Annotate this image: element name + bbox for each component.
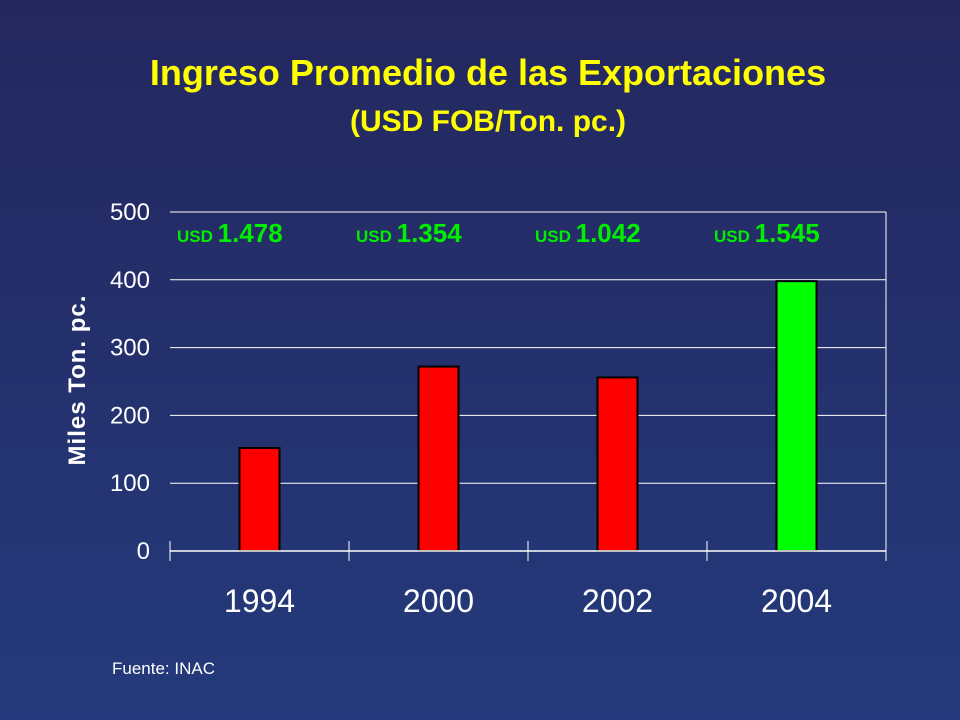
x-tick-label: 2000	[403, 583, 474, 619]
x-tick-label: 2002	[582, 583, 653, 619]
usd-annotation: USD 1.545	[714, 218, 820, 249]
usd-annotation: USD 1.478	[177, 218, 283, 249]
y-tick-label: 100	[110, 470, 150, 497]
source-note: Fuente: INAC	[112, 659, 215, 678]
usd-annotation-currency: USD	[714, 227, 755, 246]
usd-annotation-currency: USD	[356, 227, 397, 246]
y-tick-label: 200	[110, 402, 150, 429]
y-tick-label: 0	[137, 538, 150, 565]
chart-title: Ingreso Promedio de las Exportaciones	[149, 52, 827, 93]
bar-2004	[775, 280, 818, 552]
bar-2002	[596, 376, 639, 552]
x-tick-labels: 1994 2000 2002 2004	[224, 583, 832, 619]
usd-annotation-value: 1.478	[217, 218, 283, 248]
usd-annotation-currency: USD	[535, 227, 576, 246]
y-tick-label: 300	[110, 335, 150, 362]
bars	[238, 280, 818, 553]
x-tick-label: 2004	[761, 583, 832, 619]
usd-annotation: USD 1.354	[356, 218, 462, 249]
y-tick-label: 500	[110, 199, 150, 226]
usd-annotation-value: 1.545	[754, 218, 820, 248]
usd-annotation-value: 1.042	[575, 218, 641, 248]
usd-annotation: USD 1.042	[535, 218, 641, 249]
bar-2000	[417, 365, 460, 553]
bar-1994	[238, 446, 281, 552]
y-tick-label: 400	[110, 267, 150, 294]
y-tick-labels: 0 100 200 300 400 500	[110, 199, 150, 565]
x-tick-label: 1994	[224, 583, 295, 619]
chart-subtitle: (USD FOB/Ton. pc.)	[349, 105, 627, 138]
gridlines	[170, 211, 886, 484]
usd-annotation-currency: USD	[177, 227, 218, 246]
axes	[169, 212, 887, 561]
usd-annotation-value: 1.354	[396, 218, 462, 248]
